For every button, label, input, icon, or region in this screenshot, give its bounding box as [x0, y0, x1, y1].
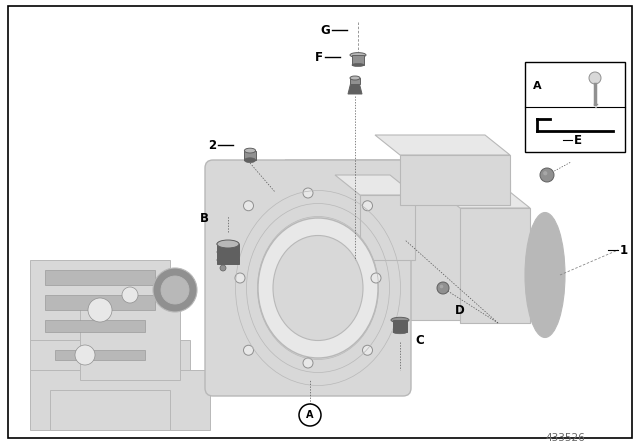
Bar [55, 350, 145, 360]
Ellipse shape [217, 249, 239, 255]
Text: G: G [320, 23, 330, 36]
Bar [45, 295, 155, 310]
Ellipse shape [273, 236, 363, 340]
Circle shape [299, 404, 321, 426]
Circle shape [540, 168, 554, 182]
Bar [244, 151, 255, 160]
Circle shape [543, 171, 547, 175]
Bar [30, 340, 190, 410]
Circle shape [75, 345, 95, 365]
Text: B: B [200, 211, 209, 224]
Ellipse shape [244, 158, 255, 163]
Polygon shape [285, 160, 510, 180]
Ellipse shape [350, 52, 366, 57]
Text: E: E [574, 134, 582, 146]
Bar [460, 208, 530, 323]
Bar [400, 155, 510, 205]
Bar [352, 55, 364, 65]
Circle shape [371, 273, 381, 283]
Circle shape [589, 72, 601, 84]
Circle shape [88, 298, 112, 322]
Circle shape [440, 284, 444, 289]
Bar [310, 180, 510, 320]
Circle shape [161, 276, 189, 304]
Circle shape [437, 282, 449, 294]
Bar [217, 244, 239, 264]
Bar [50, 390, 170, 430]
FancyBboxPatch shape [205, 160, 411, 396]
Circle shape [362, 201, 372, 211]
Bar [525, 62, 625, 152]
Text: A: A [533, 81, 541, 91]
Text: A: A [307, 410, 314, 420]
Circle shape [153, 268, 197, 312]
Polygon shape [435, 188, 530, 208]
Polygon shape [348, 82, 362, 94]
Bar [393, 320, 407, 332]
Bar [80, 300, 180, 380]
Ellipse shape [217, 240, 239, 248]
Circle shape [243, 201, 253, 211]
Circle shape [362, 345, 372, 355]
Text: C: C [415, 333, 424, 346]
Text: 1: 1 [620, 244, 628, 257]
Ellipse shape [217, 241, 239, 247]
Ellipse shape [525, 212, 565, 337]
Ellipse shape [391, 317, 409, 323]
Polygon shape [375, 135, 510, 155]
Ellipse shape [244, 148, 255, 153]
Bar [45, 270, 155, 285]
Bar [45, 320, 145, 332]
Bar [360, 195, 415, 260]
Text: 2: 2 [208, 138, 216, 151]
Ellipse shape [258, 218, 378, 358]
Circle shape [243, 345, 253, 355]
Circle shape [303, 358, 313, 368]
Circle shape [303, 188, 313, 198]
Circle shape [220, 265, 226, 271]
Text: D: D [455, 303, 465, 316]
Bar [30, 370, 210, 430]
Text: 433526: 433526 [545, 433, 585, 443]
Text: F: F [315, 51, 323, 64]
Ellipse shape [393, 330, 407, 334]
Ellipse shape [217, 257, 239, 263]
Circle shape [122, 287, 138, 303]
Ellipse shape [352, 64, 364, 66]
Bar [350, 78, 360, 84]
Circle shape [235, 273, 245, 283]
Ellipse shape [350, 76, 360, 80]
Polygon shape [335, 175, 415, 195]
Bar [30, 260, 170, 380]
